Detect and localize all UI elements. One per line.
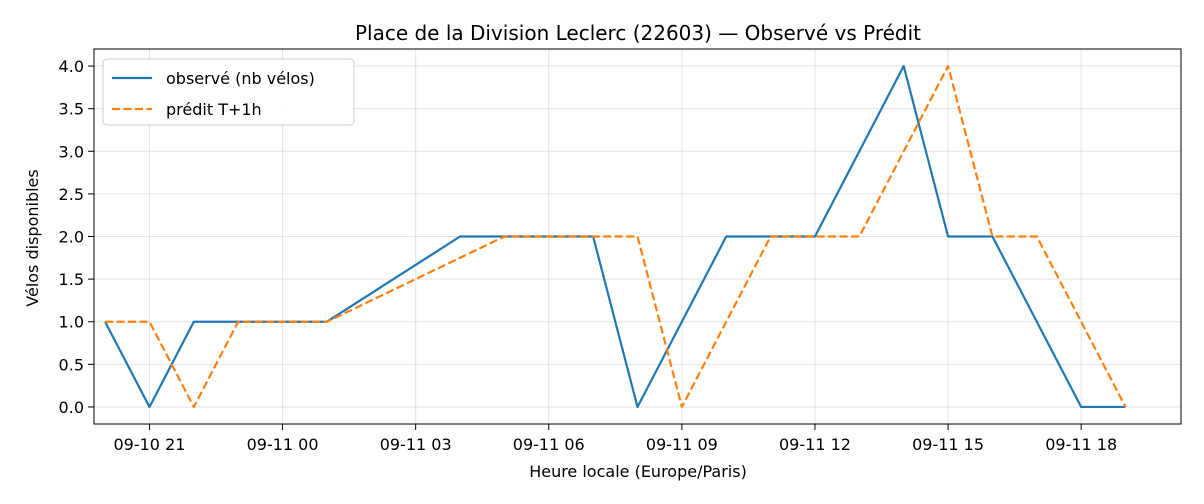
y-tick-label: 2.0	[59, 228, 84, 247]
x-axis-label: Heure locale (Europe/Paris)	[529, 462, 747, 481]
y-axis: 0.0 0.5 1.0 1.5 2.0 2.5 3.0 3.5 4.0	[59, 57, 94, 417]
chart-title: Place de la Division Leclerc (22603) — O…	[355, 21, 921, 45]
y-tick-label: 3.0	[59, 142, 84, 161]
legend: observé (nb vélos) prédit T+1h	[102, 58, 355, 126]
y-tick-label: 1.0	[59, 313, 84, 332]
y-tick-label: 0.5	[59, 355, 84, 374]
x-tick-label: 09-11 06	[513, 435, 585, 454]
x-tick-label: 09-11 00	[247, 435, 319, 454]
y-tick-label: 0.0	[59, 398, 84, 417]
legend-label: prédit T+1h	[166, 100, 262, 119]
y-tick-label: 2.5	[59, 185, 84, 204]
x-axis: 09-10 21 09-11 00 09-11 03 09-11 06 09-11 09…	[113, 424, 1117, 454]
x-tick-label: 09-10 21	[113, 435, 185, 454]
legend-label: observé (nb vélos)	[166, 69, 315, 88]
y-axis-label: Vélos disponibles	[23, 169, 42, 306]
y-tick-label: 4.0	[59, 57, 84, 76]
series-line-predicted	[105, 64, 1127, 409]
x-tick-label: 09-11 09	[646, 435, 718, 454]
series-layer	[104, 64, 1127, 409]
y-tick-label: 1.5	[59, 270, 84, 289]
x-tick-label: 09-11 18	[1045, 435, 1117, 454]
x-tick-label: 09-11 03	[380, 435, 452, 454]
y-tick-label: 3.5	[59, 100, 84, 119]
x-tick-label: 09-11 12	[779, 435, 851, 454]
legend-box	[102, 58, 355, 126]
x-tick-label: 09-11 15	[912, 435, 984, 454]
